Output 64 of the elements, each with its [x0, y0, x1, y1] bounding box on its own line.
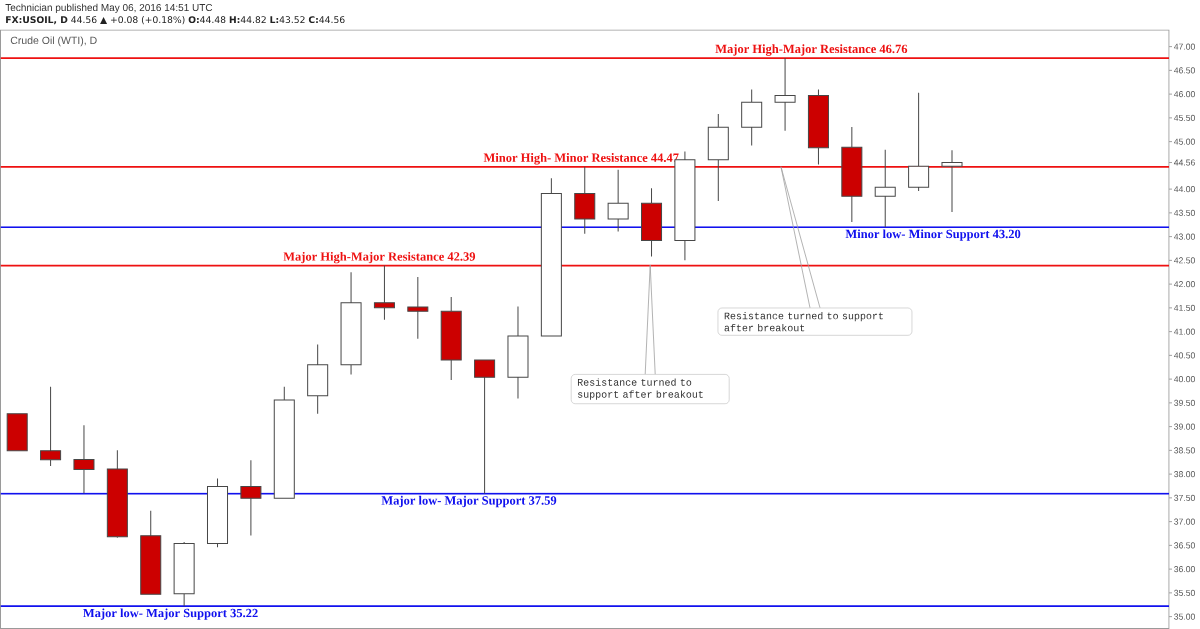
- ref-line-label: Major low- Major Support 37.59: [381, 495, 557, 508]
- candlestick: [607, 169, 629, 232]
- candlestick: [540, 177, 562, 337]
- candlestick: [440, 296, 462, 381]
- text: Crude Oil (WTI), D: [10, 36, 97, 47]
- y-tick-label: 45.00: [1173, 138, 1195, 145]
- y-tick-label: 40.00: [1173, 376, 1195, 383]
- y-tick-label: 37.00: [1174, 518, 1195, 525]
- annotation: Resistance turned to support after breakout: [577, 378, 703, 400]
- y-tick-label: 38.00: [1174, 471, 1195, 478]
- text: FX:USOIL, D 44.56 ▲ +0.08 (+0.18%) O:44.48 H:44.82 L:43.52 C:44.56: [6, 16, 345, 25]
- ref-line-label: Major High-Major Resistance 42.39: [283, 251, 476, 264]
- candlestick: [774, 57, 796, 132]
- y-tick-label: 41.00: [1173, 328, 1195, 335]
- y-tick-label: 35.00: [1174, 613, 1195, 620]
- y-tick-label: 41.50: [1173, 304, 1195, 311]
- candlestick: [741, 88, 763, 146]
- ref-line-label: Major low- Major Support 35.22: [83, 608, 258, 620]
- y-tick-label: 37.50: [1174, 494, 1195, 501]
- y-tick-label: 46.00: [1173, 91, 1195, 98]
- candlestick: [807, 88, 829, 165]
- candlestick: [908, 92, 930, 192]
- candlestick: [40, 386, 62, 467]
- y-tick-label: 36.00: [1174, 566, 1195, 573]
- candlestick: [507, 305, 529, 400]
- candlestick: [373, 265, 395, 321]
- candlestick: [474, 359, 496, 495]
- y-tick-label: 44.56: [1173, 159, 1195, 166]
- candlestick: [206, 477, 229, 548]
- candlestick: [173, 541, 195, 607]
- ref-line-label: Major High-Major Resistance 46.76: [715, 44, 908, 56]
- y-tick-label: 39.50: [1174, 399, 1195, 406]
- ref-line-label: Minor High- Minor Resistance 44.47: [483, 153, 679, 165]
- candlestick: [240, 459, 262, 536]
- y-tick-label: 42.50: [1173, 257, 1195, 264]
- candlestick: [106, 449, 128, 539]
- candlestick: [407, 276, 429, 340]
- candlestick: [307, 343, 329, 415]
- y-tick-label: 43.50: [1173, 209, 1195, 216]
- y-tick-label: 35.50: [1174, 589, 1195, 596]
- y-tick-label: 44.00: [1173, 186, 1195, 193]
- candlestick: [941, 149, 963, 213]
- y-tick-label: 40.50: [1173, 352, 1195, 359]
- ref-line-label: Minor low- Minor Support 43.20: [845, 229, 1021, 241]
- candlestick: [140, 510, 162, 595]
- y-tick-label: 46.50: [1173, 67, 1195, 74]
- y-tick-label: 43.00: [1173, 233, 1195, 240]
- y-tick-label: 39.00: [1174, 423, 1195, 430]
- text: Technician published May 06, 2016 14:51 UTC: [5, 3, 213, 14]
- y-tick-label: 42.00: [1173, 281, 1195, 288]
- y-tick-label: 47.00: [1173, 43, 1195, 50]
- candlestick: [641, 187, 663, 258]
- y-tick-label: 38.50: [1174, 447, 1195, 454]
- candlestick: [707, 113, 729, 202]
- candlestick: [273, 386, 295, 500]
- annotation: Resistance turned to support after breakout: [724, 311, 883, 332]
- candlestick: [6, 413, 28, 452]
- candlestick: [574, 166, 596, 235]
- candlestick: [841, 126, 863, 223]
- candlestick: [73, 424, 95, 494]
- candlestick: [874, 149, 896, 228]
- y-tick-label: 36.50: [1174, 542, 1195, 549]
- candlestick: [340, 271, 362, 375]
- y-tick-label: 45.50: [1173, 114, 1195, 121]
